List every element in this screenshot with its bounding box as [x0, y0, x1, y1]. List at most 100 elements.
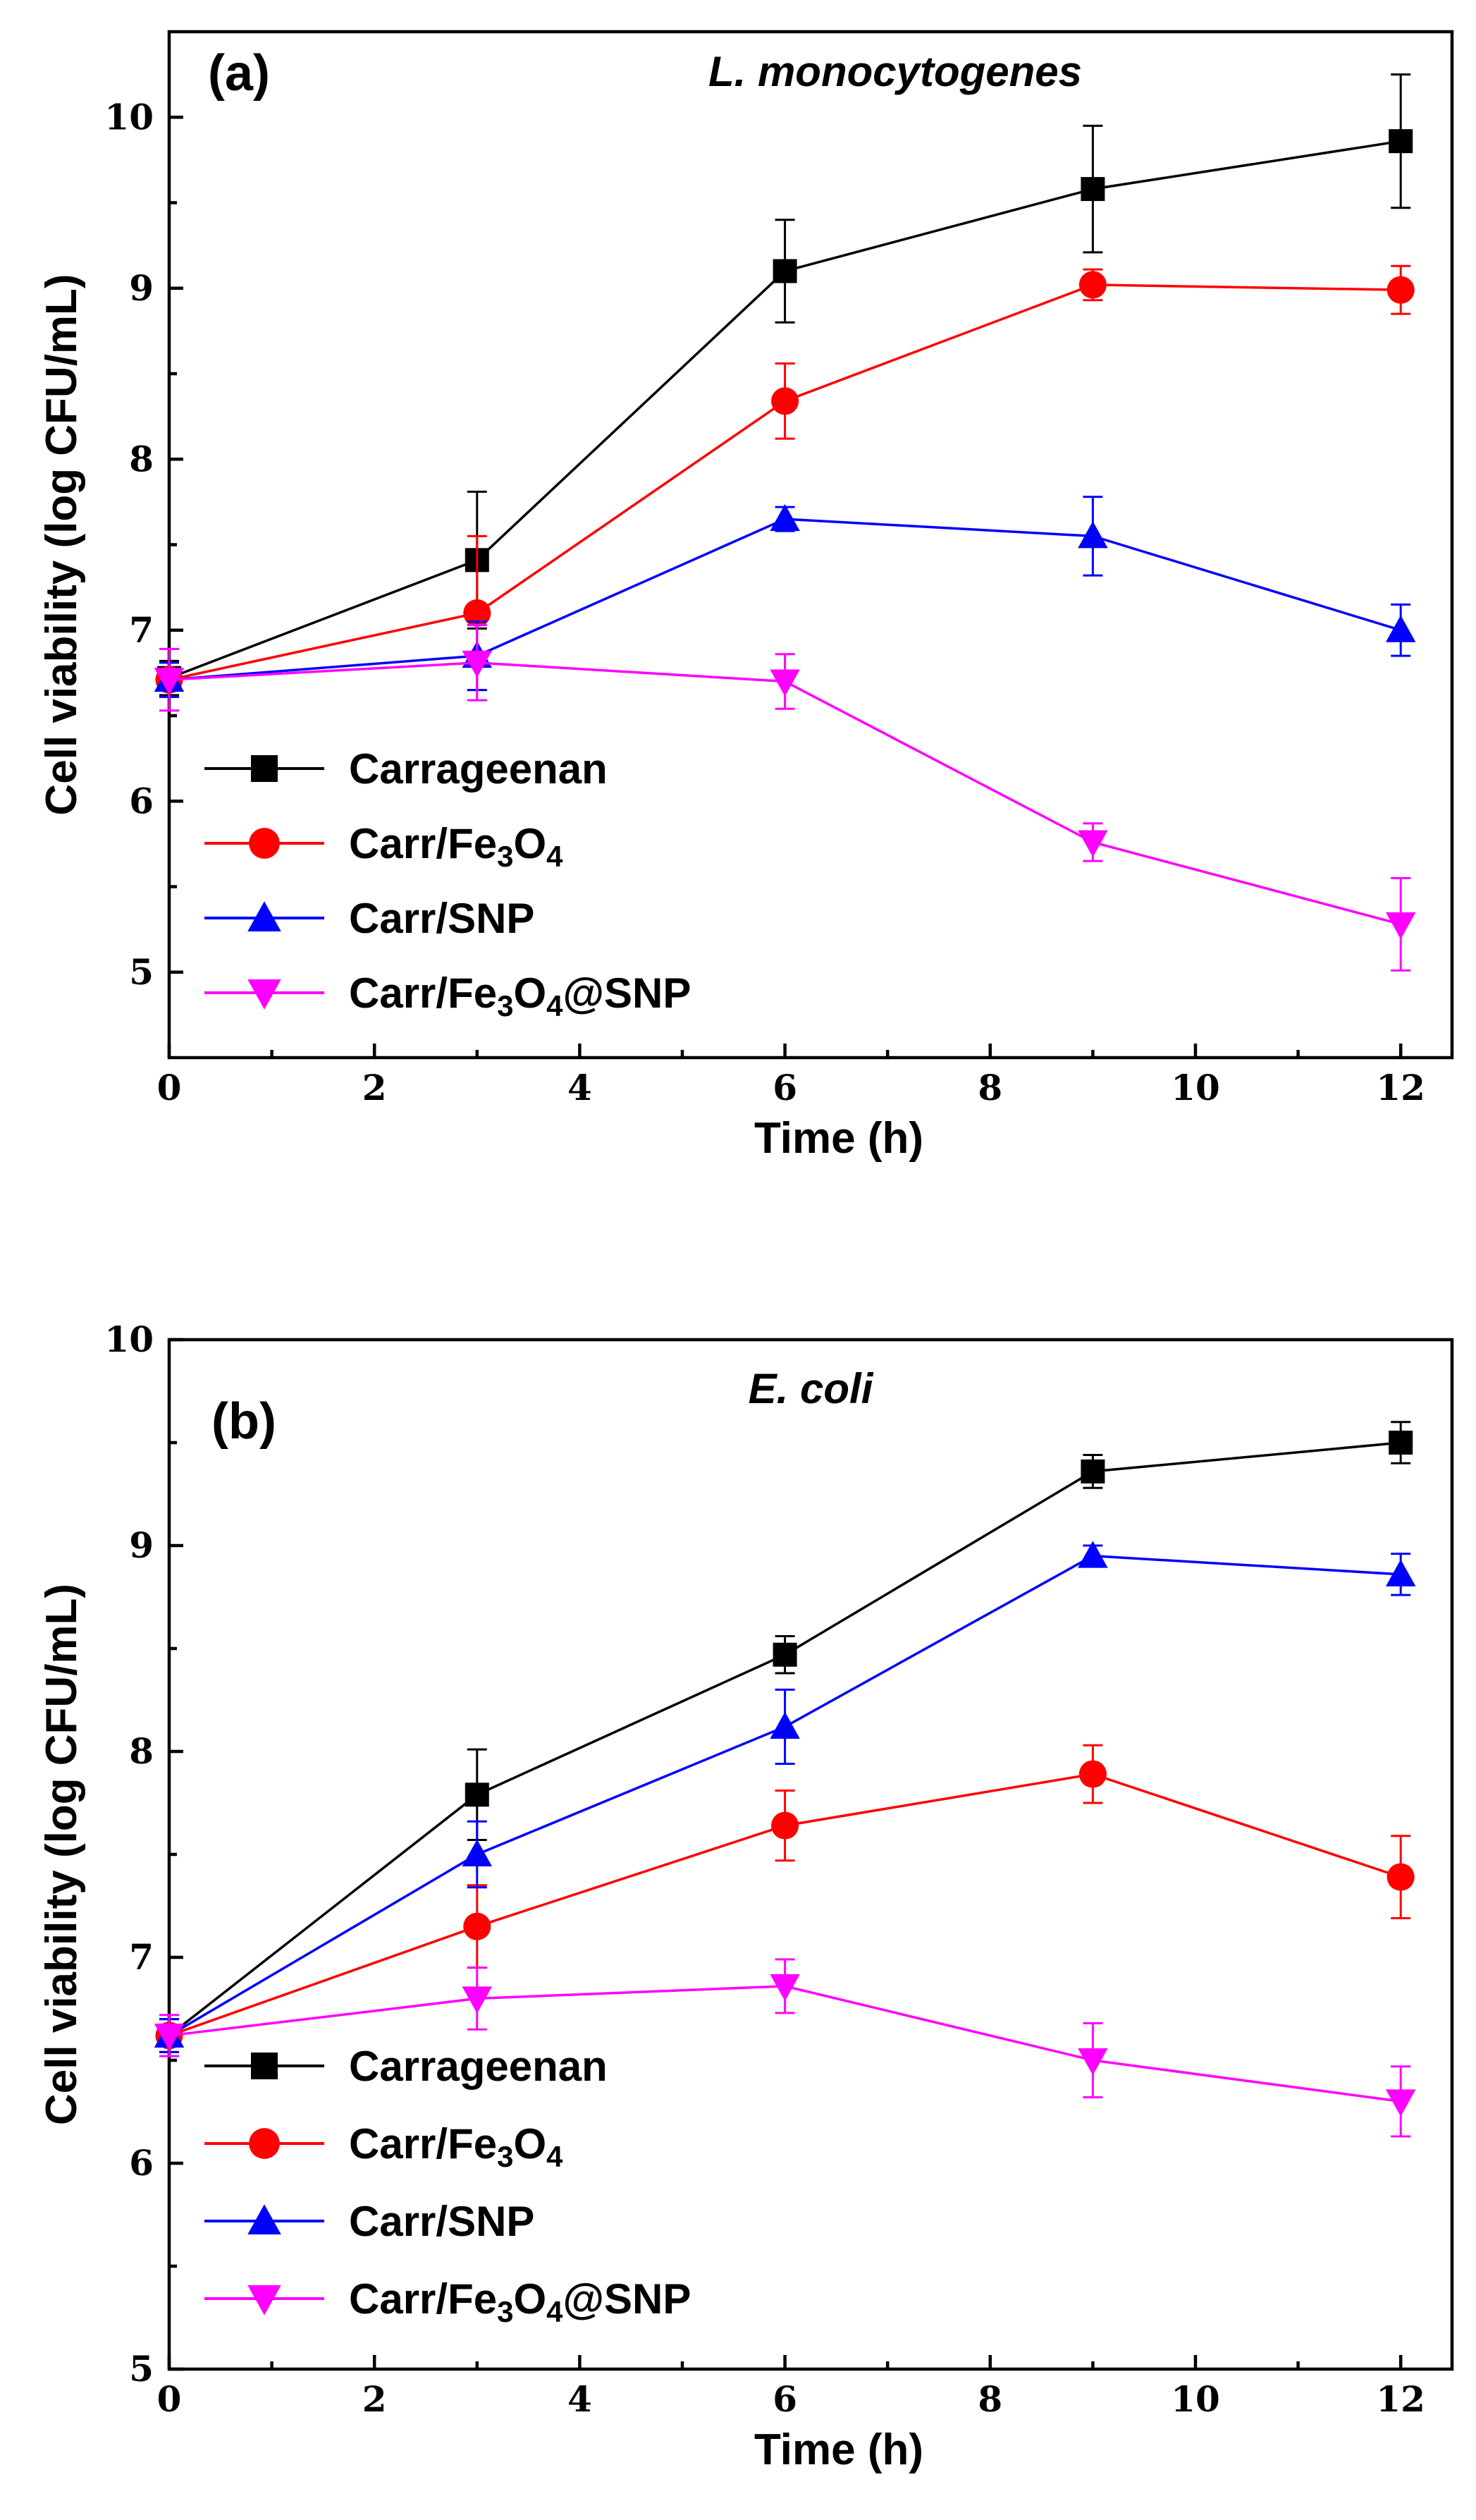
y-tick-label: 5 — [129, 951, 154, 993]
legend-entry-2: Carr/SNP — [204, 2198, 534, 2245]
legend-subscript: 3 — [497, 840, 513, 873]
y-tick-label: 9 — [129, 1524, 154, 1566]
y-axis-title: Cell viability (log CFU/mL) — [37, 1584, 86, 2125]
data-point — [770, 1711, 800, 1739]
organism-title: L. monocytogenes — [708, 48, 1082, 95]
data-point — [462, 650, 493, 678]
legend-text-part: O — [513, 2275, 546, 2323]
legend-text-part: Carr/Fe — [349, 2120, 497, 2167]
legend-text-part: O — [513, 970, 546, 1017]
y-tick-label: 9 — [129, 267, 154, 309]
data-point — [462, 1839, 493, 1866]
data-point — [1078, 830, 1108, 857]
x-tick-label: 0 — [157, 1067, 182, 1108]
legend-entry-1: Carr/Fe3O4 — [204, 820, 563, 873]
data-point — [770, 503, 800, 532]
data-point — [1386, 276, 1415, 304]
legend-subscript: 3 — [497, 2140, 513, 2173]
x-tick-label: 2 — [362, 2378, 387, 2420]
panel-label: (a) — [208, 45, 270, 102]
y-tick-label: 6 — [129, 2142, 154, 2184]
data-point — [465, 1782, 489, 1807]
organism-title: E. coli — [749, 1365, 874, 1412]
legend-subscript: 4 — [546, 2295, 563, 2328]
legend-text-part: O — [513, 820, 546, 867]
data-point — [1386, 1863, 1415, 1891]
legend-text-part: Carr/Fe — [349, 2275, 497, 2323]
legend-label: Carr/SNP — [349, 895, 534, 942]
legend-label: Carr/SNP — [349, 2198, 534, 2245]
x-axis-title: Time (h) — [754, 1114, 923, 1163]
y-tick-label: 7 — [129, 1936, 154, 1978]
legend-marker — [249, 2128, 280, 2159]
y-tick-label: 5 — [129, 2348, 154, 2390]
y-tick-label: 6 — [129, 780, 154, 821]
data-point — [1389, 129, 1413, 154]
legend-entry-0: Carrageenan — [204, 2043, 608, 2090]
legend-label: Carr/Fe3O4@SNP — [349, 2275, 691, 2328]
legend-entry-1: Carr/Fe3O4 — [204, 2120, 563, 2173]
panel-label: (b) — [211, 1393, 276, 1450]
data-point — [1078, 1760, 1107, 1788]
legend-marker — [247, 979, 281, 1010]
series-3 — [154, 1958, 1416, 2138]
x-tick-label: 8 — [978, 1067, 1002, 1108]
legend-entry-3: Carr/Fe3O4@SNP — [204, 2275, 691, 2328]
y-tick-label: 8 — [129, 1730, 154, 1772]
x-tick-label: 12 — [1376, 2378, 1425, 2420]
legend-text-part: @SNP — [562, 2275, 691, 2323]
x-tick-label: 8 — [978, 2378, 1002, 2420]
legend-marker — [247, 2204, 281, 2234]
x-tick-label: 6 — [773, 2378, 797, 2420]
legend-entry-2: Carr/SNP — [204, 895, 534, 942]
x-tick-label: 2 — [362, 1067, 387, 1108]
legend-subscript: 3 — [497, 989, 513, 1022]
legend-subscript: 4 — [546, 2140, 563, 2173]
data-point — [770, 669, 800, 697]
legend-label: Carr/Fe3O4 — [349, 820, 563, 873]
data-point — [154, 2023, 185, 2051]
legend-text-part: Carr/SNP — [349, 2198, 534, 2245]
data-point — [463, 1912, 491, 1940]
y-tick-label: 10 — [104, 96, 154, 137]
data-point — [773, 259, 797, 283]
legend-text-part: O — [513, 2120, 546, 2167]
legend-text-part: Carr/Fe — [349, 820, 497, 867]
legend-marker — [247, 2285, 281, 2316]
legend-label: Carrageenan — [349, 2043, 608, 2090]
legend-text-part: Carr/SNP — [349, 895, 534, 942]
data-point — [1385, 615, 1416, 642]
x-tick-label: 0 — [157, 2378, 182, 2420]
legend-label: Carrageenan — [349, 745, 608, 793]
data-point — [1081, 177, 1105, 202]
legend-marker — [247, 901, 281, 931]
series-3 — [154, 623, 1416, 972]
y-tick-label: 10 — [104, 1319, 154, 1360]
panel-a: 0 2 4 6 8 10 12 5 6 7 8 9 10 Time (h) Cell viability (… — [37, 30, 1454, 1163]
y-axis-title: Cell viability (log CFU/mL) — [37, 274, 86, 815]
legend-subscript: 4 — [546, 989, 563, 1022]
panel-b: 0 2 4 6 8 10 12 5 6 7 8 9 10 Time (h) Cell viability (… — [37, 1319, 1454, 2474]
legend-label: Carr/Fe3O4@SNP — [349, 970, 691, 1022]
data-point — [771, 387, 799, 415]
series-1 — [155, 264, 1415, 698]
legend-text-part: Carrageenan — [349, 745, 608, 793]
data-point — [1385, 1559, 1416, 1586]
legend-label: Carr/Fe3O4 — [349, 2120, 563, 2173]
x-tick-label: 4 — [567, 1067, 592, 1108]
legend-subscript: 3 — [497, 2295, 513, 2328]
y-tick-label: 8 — [129, 438, 154, 479]
legend-marker — [249, 828, 280, 859]
data-point — [463, 599, 491, 628]
data-point — [770, 1974, 800, 2002]
legend-entry-3: Carr/Fe3O4@SNP — [204, 970, 691, 1022]
x-tick-label: 6 — [773, 1067, 797, 1108]
x-tick-label: 12 — [1376, 1067, 1425, 1108]
legend-text-part: Carr/Fe — [349, 970, 497, 1017]
series-line — [168, 283, 1401, 681]
x-axis-title: Time (h) — [754, 2426, 923, 2474]
legend-marker — [251, 2053, 278, 2079]
legend-entry-0: Carrageenan — [204, 745, 608, 793]
y-tick-label: 7 — [129, 609, 154, 651]
